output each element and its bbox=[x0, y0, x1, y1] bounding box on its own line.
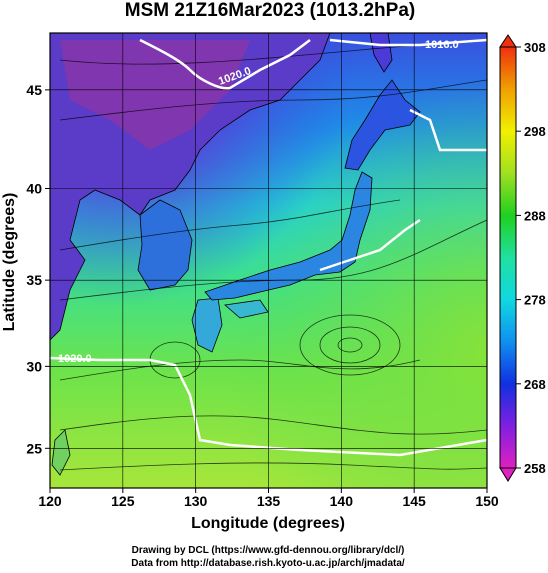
colorbar-tick-label: 258 bbox=[524, 461, 546, 476]
credit: Drawing by DCL (https://www.gfd-dennou.o… bbox=[132, 545, 405, 556]
contour-label: 1016.0 bbox=[425, 39, 459, 51]
axes: 120 125 130 135 140 145 150 25 30 35 40 45 bbox=[26, 33, 499, 509]
x-tick-label: 125 bbox=[111, 493, 135, 509]
credit: Data from http://database.rish.kyoto-u.a… bbox=[131, 558, 405, 569]
x-tick-label: 130 bbox=[184, 493, 208, 509]
y-tick-label: 45 bbox=[26, 82, 42, 98]
y-tick-label: 25 bbox=[26, 440, 42, 456]
y-tick-label: 40 bbox=[26, 180, 42, 196]
colorbar-tick-label: 298 bbox=[524, 124, 546, 139]
colorbar-tick-label: 278 bbox=[524, 293, 546, 308]
x-tick-label: 145 bbox=[402, 493, 426, 509]
x-tick-label: 150 bbox=[475, 493, 499, 509]
x-tick-label: 140 bbox=[330, 493, 354, 509]
y-tick-label: 30 bbox=[26, 358, 42, 374]
colorbar-arrow-bottom bbox=[499, 467, 517, 482]
colorbar-arrow-top bbox=[499, 34, 517, 48]
y-tick-label: 35 bbox=[26, 272, 42, 288]
title: MSM 21Z16Mar2023 (1013.2hPa) bbox=[125, 0, 415, 21]
colorbar-axis: 258 268 278 288 298 308 bbox=[516, 40, 546, 476]
x-tick-label: 135 bbox=[257, 493, 281, 509]
colorbar-tick-label: 288 bbox=[524, 208, 546, 223]
x-tick-label: 120 bbox=[38, 493, 62, 509]
y-axis-label: Latitude (degrees) bbox=[1, 193, 18, 332]
x-axis-label: Longitude (degrees) bbox=[191, 515, 345, 532]
contour-label: 1020.0 bbox=[58, 353, 92, 365]
colorbar-tick-label: 308 bbox=[524, 40, 546, 55]
colorbar bbox=[499, 46, 517, 469]
colorbar-tick-label: 268 bbox=[524, 377, 546, 392]
